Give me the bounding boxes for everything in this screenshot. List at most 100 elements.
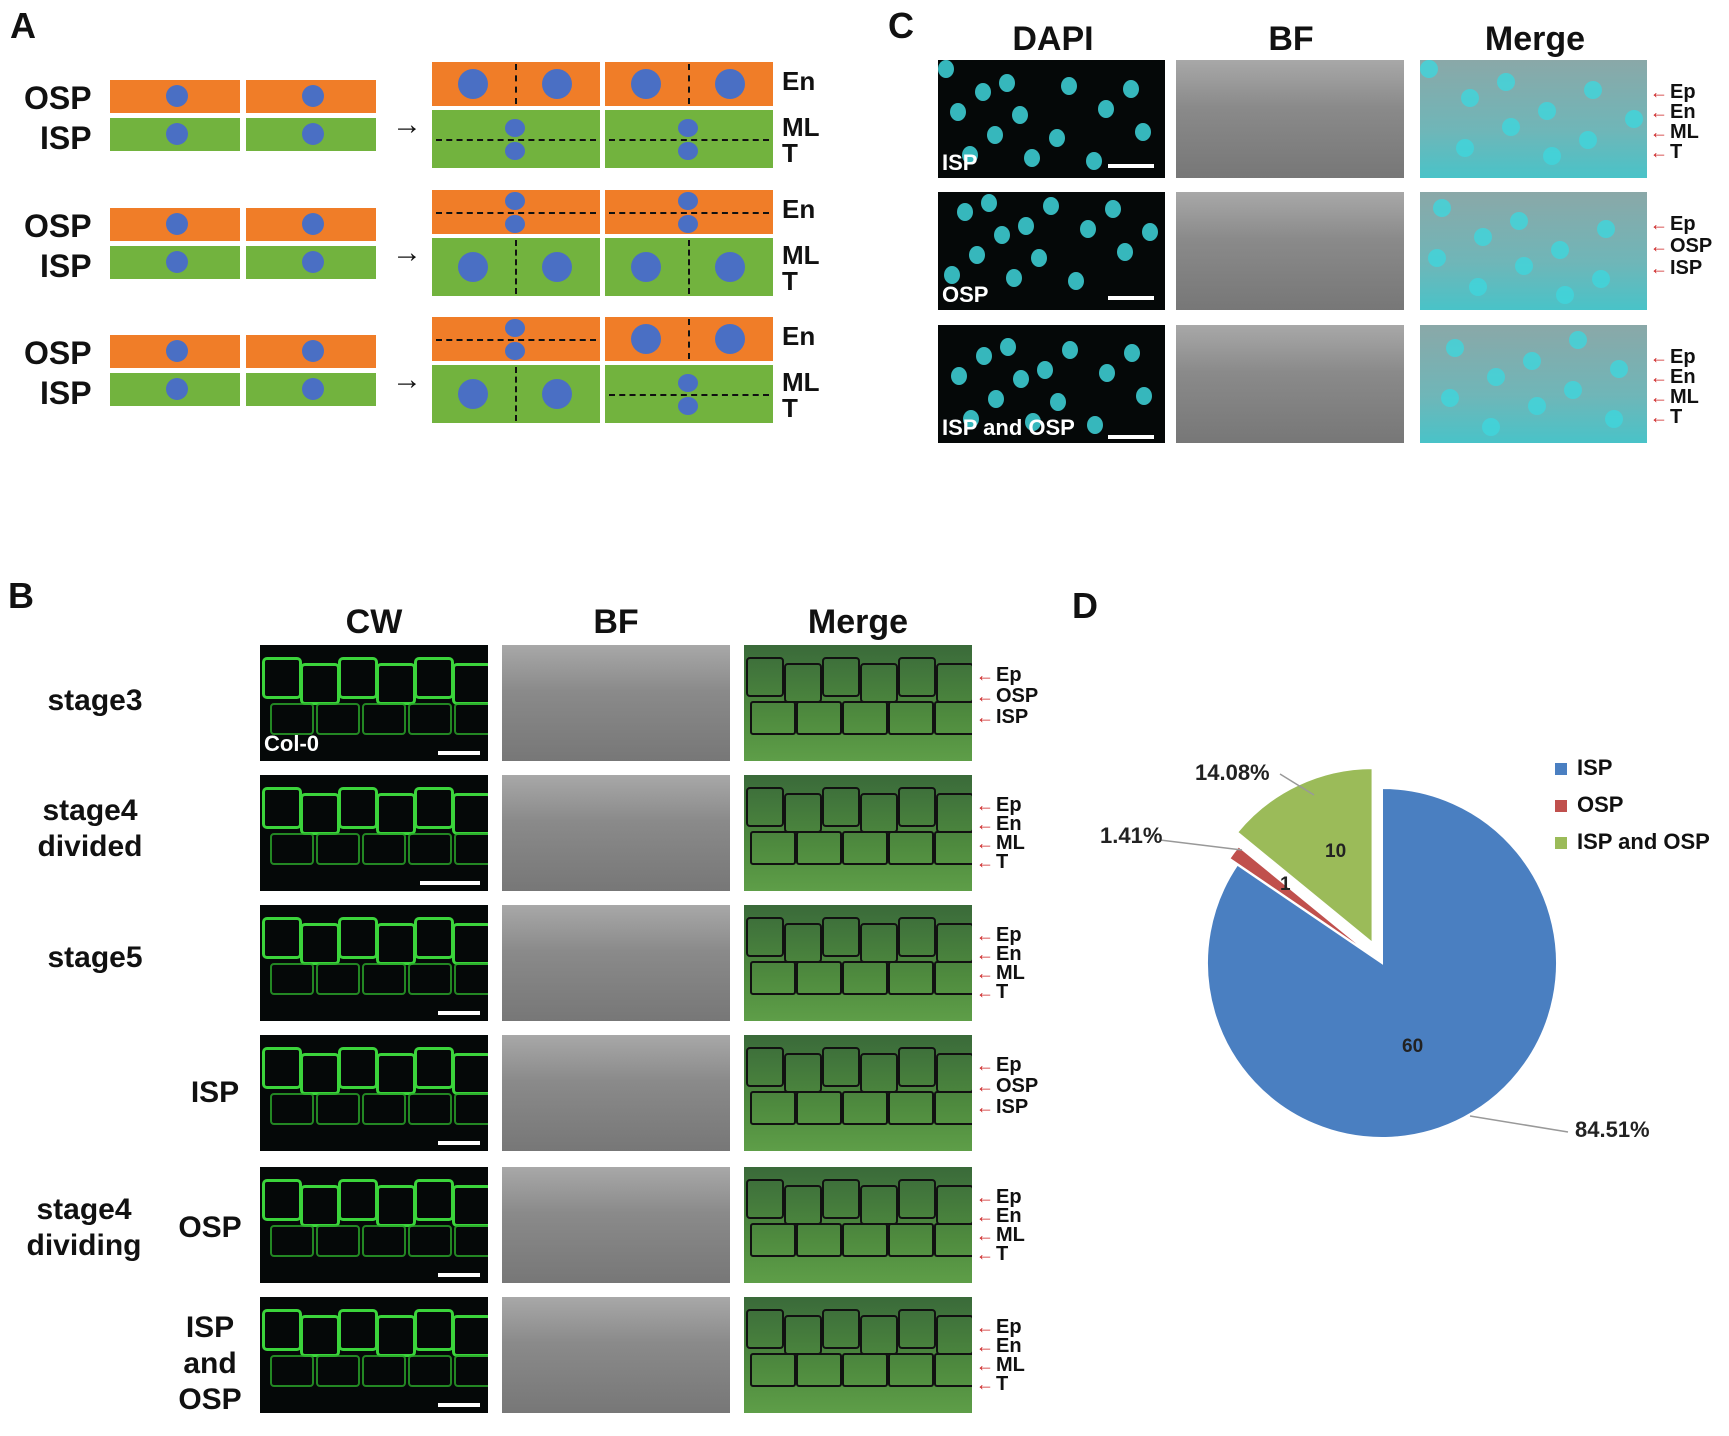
layer-annotation: T (976, 1374, 1008, 1394)
cell-wall (376, 923, 416, 965)
arrow-icon: → (392, 108, 422, 141)
layer-annotation: En (976, 1336, 1022, 1356)
cell-outline (860, 923, 898, 963)
nucleus-spot (1538, 102, 1556, 120)
nucleus-spot (1123, 80, 1139, 98)
nucleus-spot (1099, 364, 1115, 382)
nucleus-spot (1136, 387, 1152, 405)
nucleus-spot (963, 410, 979, 428)
nucleus (542, 69, 572, 99)
cell-wall (408, 833, 452, 865)
nucleus-spot (951, 367, 967, 385)
cell-outline (796, 701, 842, 735)
cell-wall (262, 787, 302, 829)
panel-b-header-cw: CW (345, 603, 403, 641)
division-line (688, 319, 690, 359)
cell-outline (784, 1315, 822, 1355)
cell-wall (454, 963, 488, 995)
cell-outline (860, 1185, 898, 1225)
nucleus (166, 123, 188, 145)
cell-outline (822, 1047, 860, 1087)
cell-wall (270, 1093, 314, 1125)
nucleus-spot (1006, 269, 1022, 287)
dapi-row-tag: OSP (942, 282, 989, 307)
cell-wall (454, 703, 488, 735)
nucleus-spot (957, 203, 973, 221)
cell-outline (936, 1053, 972, 1093)
nucleus-spot (962, 146, 978, 164)
dapi-image: ISP (938, 60, 1165, 178)
nucleus (631, 69, 661, 99)
pie-percent-label: 1.41% (1100, 823, 1162, 848)
cell-outline (934, 1353, 972, 1387)
layer-annotation: Ep (976, 1317, 1022, 1337)
merge-image (744, 1297, 972, 1413)
cell-outline (746, 1047, 784, 1087)
nucleus-spot (1050, 393, 1066, 411)
cell-outline (934, 701, 972, 735)
nucleus (505, 319, 525, 337)
cell-outline (822, 1179, 860, 1219)
osp-daughter-cell (605, 62, 773, 106)
nucleus (166, 251, 188, 273)
cell-outline (898, 657, 936, 697)
nucleus-spot (1433, 199, 1451, 217)
nucleus-spot (1523, 352, 1541, 370)
nucleus (505, 119, 525, 137)
nucleus-spot (1584, 81, 1602, 99)
division-line (515, 240, 517, 294)
layer-annotation: Ep (976, 1055, 1022, 1075)
nucleus (631, 324, 661, 354)
cell-outline (822, 657, 860, 697)
nucleus-spot (1000, 338, 1016, 356)
cell-outline (750, 961, 796, 995)
osp-cell (246, 208, 376, 241)
nucleus-spot (1135, 123, 1151, 141)
nucleus (678, 397, 698, 415)
osp-cell (246, 80, 376, 113)
layer-annotation: En (976, 944, 1022, 964)
merge-image (1420, 60, 1647, 178)
scale-bar (438, 751, 480, 755)
cell-wall (454, 1225, 488, 1257)
cell-wall (270, 1355, 314, 1387)
scale-bar (1108, 435, 1154, 439)
panel-b-header-merge: Merge (807, 603, 909, 641)
pie-value-label: 1 (1280, 874, 1291, 895)
cell-wall (300, 1053, 340, 1095)
cell-wall (454, 1355, 488, 1387)
nucleus (505, 342, 525, 360)
cell-wall (300, 1185, 340, 1227)
nucleus-spot (1031, 249, 1047, 267)
cell-wall (338, 1309, 378, 1351)
nucleus-spot (1461, 89, 1479, 107)
cell-outline (746, 657, 784, 697)
bf-image (502, 645, 730, 761)
dapi-image: OSP (938, 192, 1165, 310)
layer-annotation: Ep (976, 1187, 1022, 1207)
cell-outline (936, 923, 972, 963)
nucleus-spot (1502, 118, 1520, 136)
legend-swatch (1555, 763, 1567, 776)
cell-outline (860, 1315, 898, 1355)
division-line (515, 64, 517, 104)
nucleus (505, 142, 525, 160)
cell-wall (262, 657, 302, 699)
panel-c-header-merge: Merge (1484, 20, 1586, 58)
cell-wall (338, 1179, 378, 1221)
isp-cell (110, 118, 240, 151)
dapi-row-tag: ISP and OSP (942, 415, 1075, 440)
nucleus (542, 379, 572, 409)
nucleus (166, 85, 188, 107)
isp-cell (110, 373, 240, 406)
panel-b-row-label: ISP and OSP (178, 1311, 242, 1416)
nucleus-spot (1037, 361, 1053, 379)
nucleus-spot (1043, 197, 1059, 215)
nucleus-spot (1528, 397, 1546, 415)
legend-item: ISP (1555, 755, 1612, 781)
panel-a-outer-label: OSP (24, 335, 92, 371)
cell-outline (746, 787, 784, 827)
cell-outline (898, 1047, 936, 1087)
cell-outline (822, 1309, 860, 1349)
division-line (688, 64, 690, 104)
